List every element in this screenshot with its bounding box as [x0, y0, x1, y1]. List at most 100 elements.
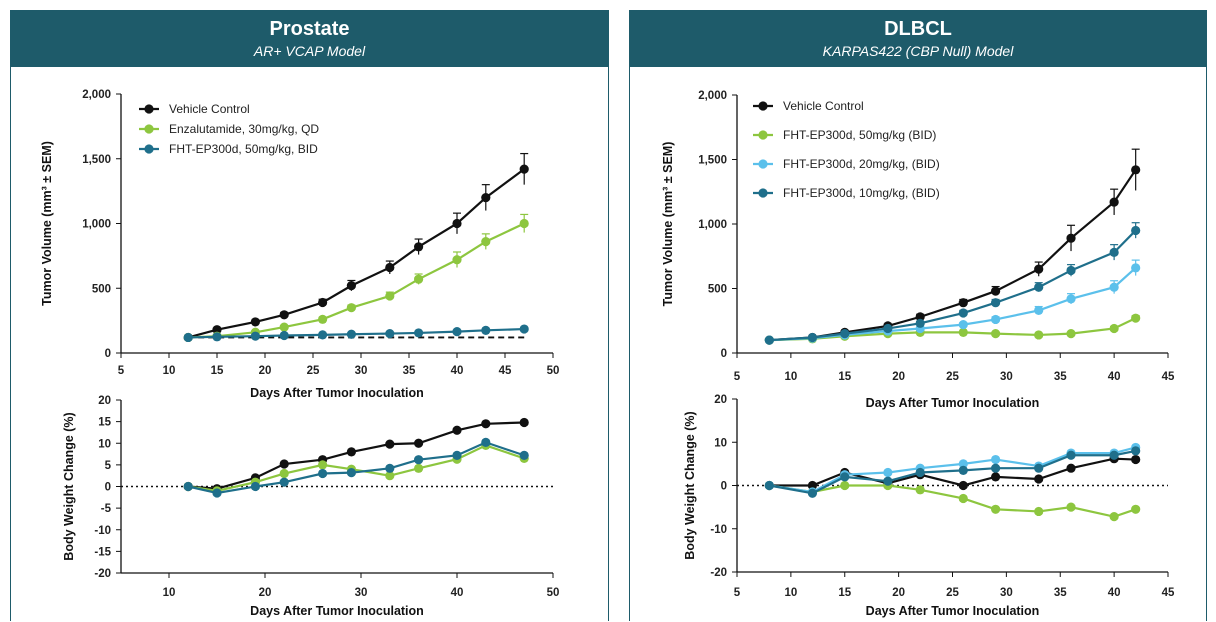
x-tick-label: 30	[1000, 371, 1013, 383]
data-point	[1034, 463, 1044, 473]
data-point	[481, 193, 491, 203]
x-tick-label: 25	[307, 365, 320, 377]
y-tick-label: 0	[721, 348, 727, 360]
data-point	[1109, 197, 1119, 207]
data-point	[958, 308, 968, 318]
data-point	[991, 329, 1001, 339]
series-1	[183, 213, 529, 343]
data-point	[915, 467, 925, 478]
data-point	[1066, 463, 1076, 473]
data-point	[915, 485, 925, 495]
y-tick-label: -10	[94, 525, 111, 537]
data-point	[481, 437, 491, 447]
x-tick-label: 45	[499, 365, 512, 377]
y-tick-label: 20	[98, 395, 111, 407]
series-2	[183, 324, 529, 343]
y-tick-label: 0	[105, 348, 111, 360]
legend-marker	[144, 124, 154, 134]
x-tick-label: 30	[355, 365, 368, 377]
x-tick-label: 45	[1162, 587, 1175, 599]
data-point	[414, 274, 424, 284]
data-point	[1109, 323, 1119, 334]
series-0	[764, 454, 1141, 491]
series-line	[769, 457, 1136, 487]
data-point	[840, 472, 850, 482]
data-point	[764, 335, 774, 345]
x-tick-label: 15	[838, 371, 851, 383]
x-tick-label: 10	[784, 371, 797, 383]
data-point	[414, 242, 424, 252]
y-tick-label: 2,000	[698, 90, 727, 102]
data-point	[279, 468, 289, 479]
data-point	[519, 450, 529, 460]
data-point	[279, 310, 289, 320]
y-tick-label: -20	[710, 567, 727, 579]
x-tick-label: 45	[1162, 371, 1175, 383]
data-point	[318, 297, 328, 308]
data-point	[915, 318, 925, 328]
data-point	[452, 255, 462, 265]
prostate-panel: Prostate AR+ VCAP Model 5 10 15 20 25 30 35 40 4…	[10, 10, 609, 621]
x-tick-label: 5	[734, 587, 741, 599]
data-point	[452, 450, 462, 460]
data-point	[414, 463, 424, 473]
series-0	[183, 152, 529, 343]
data-point	[385, 328, 395, 339]
y-tick-label: -10	[710, 524, 727, 536]
data-point	[452, 425, 462, 435]
x-tick-label: 15	[211, 365, 224, 377]
legend-marker	[758, 188, 768, 198]
data-point	[1066, 450, 1076, 460]
data-point	[519, 417, 529, 428]
data-point	[1109, 450, 1119, 460]
data-point	[250, 481, 260, 492]
y-axis-label: Body Weight Change (%)	[683, 411, 697, 559]
data-point	[346, 447, 356, 457]
x-tick-label: 10	[784, 587, 797, 599]
x-axis-label: Days After Tumor Inoculation	[866, 396, 1040, 410]
data-point	[346, 303, 356, 313]
data-point	[279, 459, 289, 469]
legend-marker	[144, 144, 154, 154]
dlbcl-panel: DLBCL KARPAS422 (CBP Null) Model 5 10 15 20…	[629, 10, 1207, 621]
dlbcl-bw-chart: 5 10 15 20 25 30 35 40 45 -20 -10 0 10 20 Days After T…	[683, 394, 1175, 618]
data-point	[346, 468, 356, 478]
data-point	[1131, 263, 1141, 273]
prostate-charts: 5 10 15 20 25 30 35 40 45 5005001,0001,5002,000Da…	[40, 89, 559, 618]
series-line	[188, 444, 525, 492]
y-tick-label: -5	[101, 503, 112, 515]
y-tick-label: -15	[94, 546, 111, 558]
prostate-panel-header: Prostate AR+ VCAP Model	[11, 11, 608, 67]
legend-label: FHT-EP300d, 50mg/kg (BID)	[783, 128, 936, 142]
series-line	[188, 222, 525, 339]
panel-subtitle: KARPAS422 (CBP Null) Model	[822, 43, 1014, 59]
legend-label: FHT-EP300d, 10mg/kg, (BID)	[783, 186, 940, 200]
y-tick-label: 0	[721, 481, 727, 493]
y-tick-label: 1,000	[82, 219, 111, 231]
y-tick-label: -20	[94, 568, 111, 580]
data-point	[212, 332, 222, 342]
x-tick-label: 35	[1054, 587, 1067, 599]
panel-subtitle: AR+ VCAP Model	[253, 43, 366, 59]
series-2	[183, 437, 529, 498]
data-point	[414, 328, 424, 338]
series-line	[187, 168, 525, 339]
data-point	[764, 480, 774, 491]
legend-label: Vehicle Control	[783, 99, 864, 113]
y-tick-label: 20	[714, 394, 727, 406]
data-point	[1109, 282, 1119, 292]
series-line	[769, 267, 1137, 342]
data-point	[1109, 247, 1119, 257]
x-tick-label: 35	[1054, 371, 1067, 383]
x-tick-label: 15	[838, 587, 851, 599]
x-tick-label: 35	[403, 365, 416, 377]
panel-title: Prostate	[269, 18, 350, 40]
data-point	[318, 330, 328, 340]
data-point	[1109, 512, 1119, 522]
data-point	[481, 325, 491, 335]
data-point	[250, 331, 260, 341]
data-point	[991, 314, 1001, 325]
x-axis-label: Days After Tumor Inoculation	[866, 604, 1040, 618]
data-point	[481, 419, 491, 429]
data-point	[183, 332, 193, 343]
